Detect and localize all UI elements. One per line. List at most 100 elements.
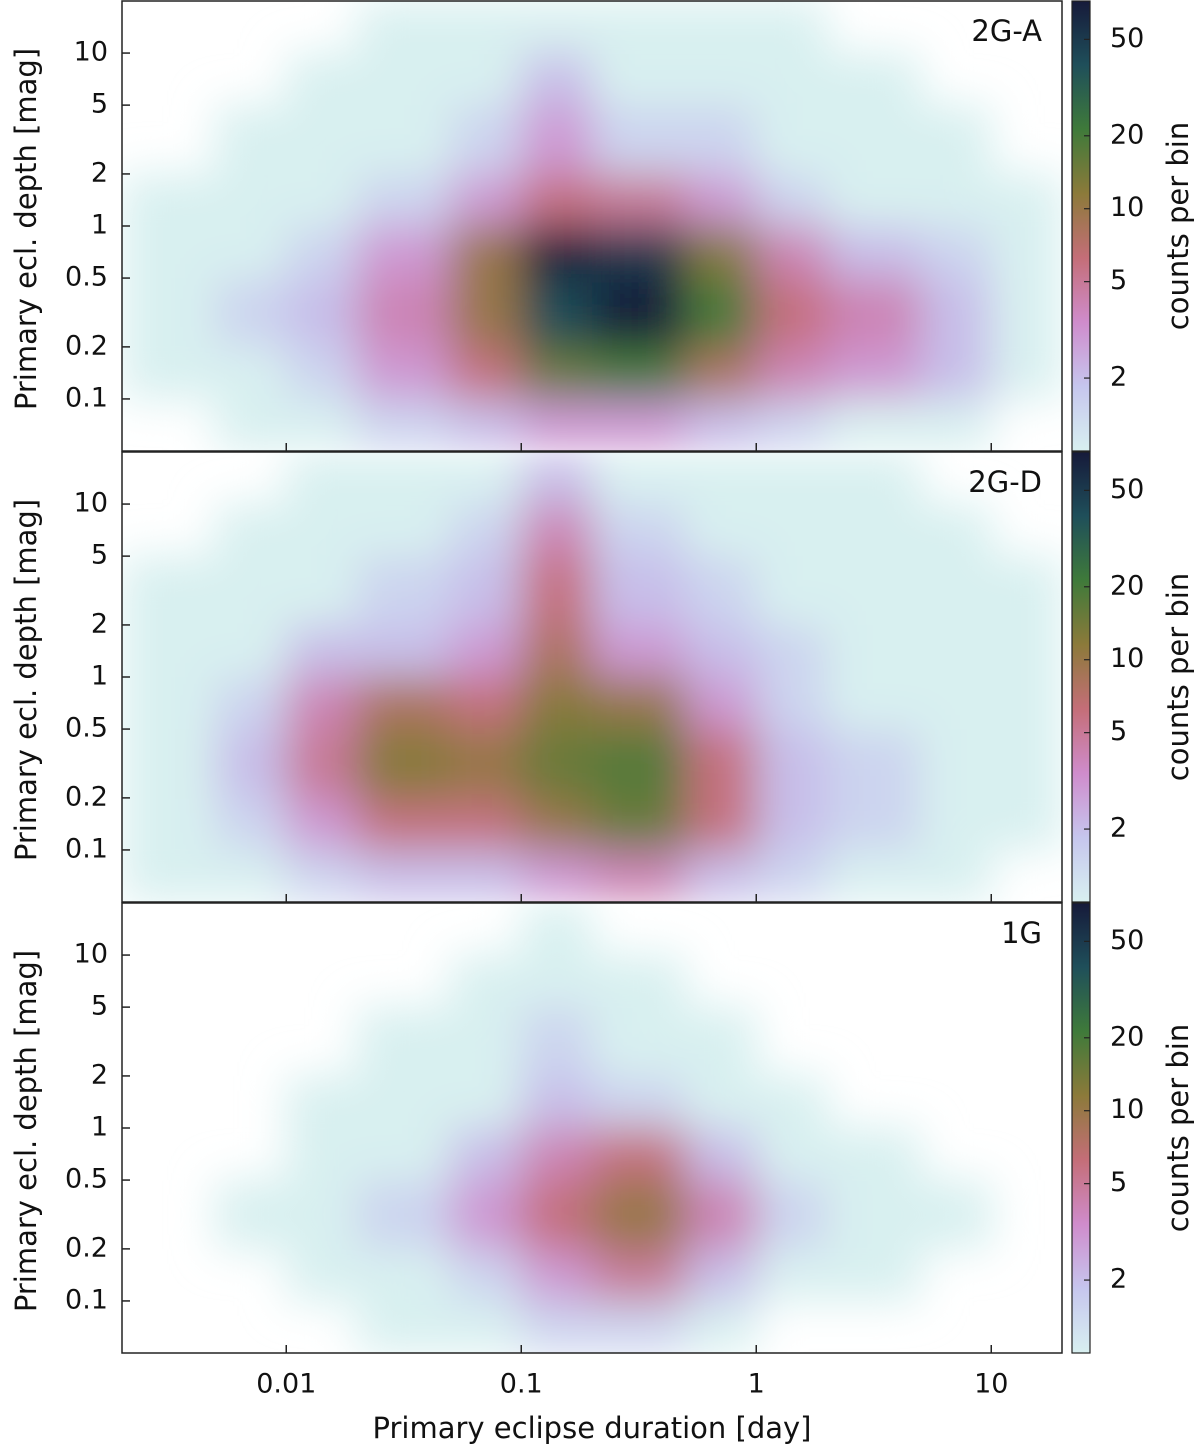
bin	[286, 1075, 358, 1129]
bin	[592, 105, 687, 175]
bin	[122, 278, 217, 348]
bin	[215, 797, 287, 851]
bin	[122, 955, 216, 1008]
bin	[286, 398, 358, 451]
bin	[920, 504, 992, 557]
bin	[685, 1248, 757, 1302]
bin	[357, 105, 452, 175]
y-tick-label: 0.5	[65, 1164, 108, 1195]
bin	[521, 849, 593, 902]
bin	[357, 624, 452, 678]
bin	[450, 1075, 522, 1129]
bin	[122, 452, 216, 505]
bin	[991, 1076, 1062, 1129]
bin	[521, 556, 593, 626]
bin	[215, 624, 287, 678]
bin	[521, 1300, 593, 1353]
bin	[685, 278, 757, 348]
bin	[921, 53, 992, 106]
bin	[450, 1, 522, 54]
bin	[215, 677, 287, 730]
bin	[286, 278, 358, 348]
bin	[450, 398, 522, 451]
bin	[592, 1128, 687, 1181]
bin	[450, 173, 522, 227]
bin	[215, 556, 287, 626]
x-tick-label: 10	[974, 1369, 1008, 1400]
bin	[122, 226, 217, 279]
bin	[286, 1248, 358, 1302]
bin	[286, 797, 358, 851]
bin	[215, 226, 287, 279]
bin	[122, 346, 217, 400]
bin	[991, 53, 1062, 106]
bin	[756, 278, 828, 348]
bin	[991, 955, 1062, 1008]
bin	[991, 1180, 1062, 1249]
bin	[592, 849, 687, 902]
bin	[920, 797, 992, 851]
bin	[215, 278, 287, 348]
bin	[286, 955, 357, 1008]
bin	[685, 1075, 757, 1129]
colorbar-tick-label: 2	[1110, 813, 1127, 844]
bin	[450, 797, 522, 851]
bin	[685, 556, 757, 626]
bin	[685, 504, 757, 557]
bin	[991, 1128, 1062, 1181]
colorbar-tick-label: 50	[1110, 925, 1144, 956]
panel-label: 1G	[1001, 916, 1042, 950]
bin	[920, 226, 992, 279]
bin	[215, 504, 287, 557]
bin	[451, 903, 522, 956]
bin	[991, 173, 1062, 227]
y-tick-label: 0.1	[65, 1284, 108, 1315]
y-tick-label: 2	[91, 157, 108, 188]
bin	[827, 398, 922, 451]
y-tick-label: 0.1	[65, 382, 108, 413]
y-tick-label: 10	[74, 37, 108, 68]
bin	[215, 849, 287, 902]
bin	[756, 105, 828, 175]
bin	[286, 105, 358, 175]
bin	[357, 677, 452, 730]
bin	[286, 903, 357, 956]
bin	[756, 849, 828, 902]
bin	[521, 677, 593, 730]
bin	[357, 797, 452, 851]
bin	[685, 173, 757, 227]
bin	[357, 1007, 452, 1077]
bin	[756, 1301, 827, 1354]
bin	[592, 1007, 687, 1077]
colorbar-tick-label: 20	[1110, 119, 1144, 150]
colorbar-tick-label: 2	[1110, 1264, 1127, 1295]
colorbar-label: counts per bin	[1161, 573, 1195, 781]
bin	[920, 624, 992, 678]
bin	[756, 1, 828, 54]
heatmap-cells	[122, 452, 1062, 902]
bin	[357, 346, 452, 400]
bin	[592, 173, 687, 227]
bin	[357, 1300, 452, 1353]
bin	[215, 729, 287, 799]
bin	[991, 1249, 1062, 1302]
heatmap	[122, 1, 1062, 451]
bin	[756, 173, 828, 227]
bin	[450, 1180, 522, 1250]
colorbar-label: counts per bin	[1161, 122, 1195, 330]
bin	[122, 1249, 216, 1302]
bin	[921, 1301, 992, 1354]
bin	[357, 849, 452, 902]
bin	[827, 504, 922, 557]
bin	[920, 849, 992, 902]
bin	[827, 677, 922, 730]
bin	[920, 729, 992, 799]
bin	[357, 173, 452, 227]
bin	[450, 624, 522, 678]
bin	[827, 452, 922, 505]
y-tick-label: 10	[74, 488, 108, 519]
bin	[357, 398, 452, 451]
bin	[357, 1075, 452, 1129]
bin	[827, 556, 922, 626]
